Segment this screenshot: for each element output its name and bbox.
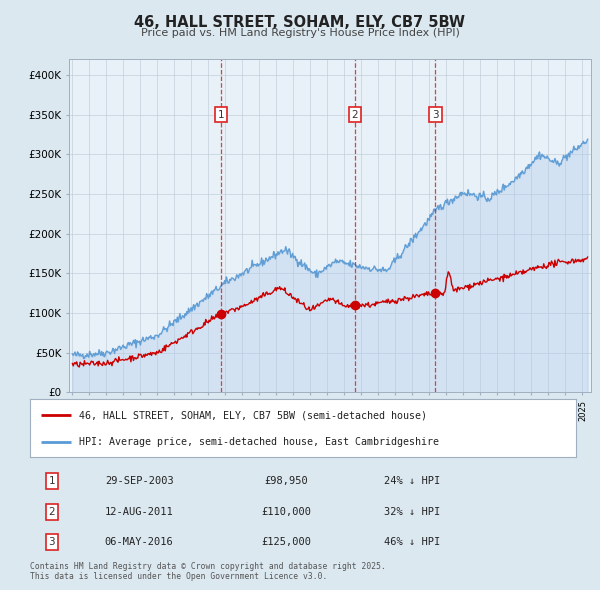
Text: Price paid vs. HM Land Registry's House Price Index (HPI): Price paid vs. HM Land Registry's House …: [140, 28, 460, 38]
Text: 32% ↓ HPI: 32% ↓ HPI: [384, 507, 440, 517]
Text: 46, HALL STREET, SOHAM, ELY, CB7 5BW: 46, HALL STREET, SOHAM, ELY, CB7 5BW: [134, 15, 466, 30]
Text: £98,950: £98,950: [265, 476, 308, 486]
Text: 46% ↓ HPI: 46% ↓ HPI: [384, 537, 440, 548]
Text: This data is licensed under the Open Government Licence v3.0.: This data is licensed under the Open Gov…: [30, 572, 328, 581]
Text: 2: 2: [352, 110, 358, 120]
Text: 46, HALL STREET, SOHAM, ELY, CB7 5BW (semi-detached house): 46, HALL STREET, SOHAM, ELY, CB7 5BW (se…: [79, 410, 427, 420]
Text: 12-AUG-2011: 12-AUG-2011: [105, 507, 173, 517]
Text: £125,000: £125,000: [262, 537, 311, 548]
Text: 1: 1: [49, 476, 55, 486]
Text: 3: 3: [432, 110, 439, 120]
Text: 06-MAY-2016: 06-MAY-2016: [105, 537, 173, 548]
Text: 29-SEP-2003: 29-SEP-2003: [105, 476, 173, 486]
Text: £110,000: £110,000: [262, 507, 311, 517]
Text: Contains HM Land Registry data © Crown copyright and database right 2025.: Contains HM Land Registry data © Crown c…: [30, 562, 386, 571]
Text: 24% ↓ HPI: 24% ↓ HPI: [384, 476, 440, 486]
Text: 2: 2: [49, 507, 55, 517]
Text: 1: 1: [218, 110, 224, 120]
Text: 3: 3: [49, 537, 55, 548]
Text: HPI: Average price, semi-detached house, East Cambridgeshire: HPI: Average price, semi-detached house,…: [79, 437, 439, 447]
